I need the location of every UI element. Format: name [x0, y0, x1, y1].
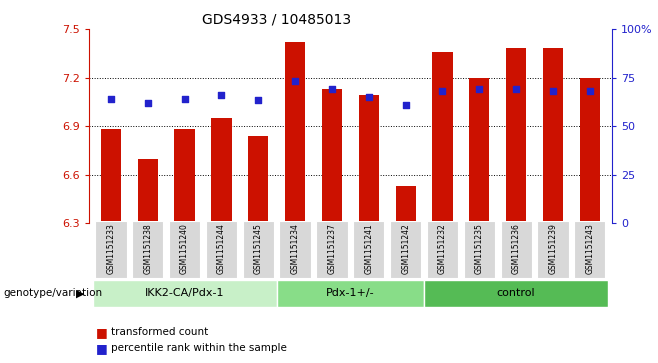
FancyBboxPatch shape: [464, 221, 495, 278]
Text: control: control: [497, 288, 536, 298]
Bar: [506, 49, 526, 223]
Bar: [580, 78, 600, 223]
FancyBboxPatch shape: [501, 221, 532, 278]
Text: GSM1151234: GSM1151234: [291, 223, 299, 274]
Text: GSM1151243: GSM1151243: [586, 223, 594, 274]
FancyBboxPatch shape: [538, 221, 569, 278]
Bar: [322, 89, 342, 223]
Text: GSM1151235: GSM1151235: [475, 223, 484, 274]
FancyBboxPatch shape: [93, 280, 277, 307]
Point: [180, 96, 190, 102]
FancyBboxPatch shape: [424, 280, 608, 307]
Point: [216, 93, 227, 98]
Text: GSM1151242: GSM1151242: [401, 223, 410, 274]
Point: [547, 87, 558, 93]
Text: ■: ■: [95, 326, 107, 339]
Point: [400, 102, 411, 108]
Text: GSM1151233: GSM1151233: [107, 223, 115, 274]
FancyBboxPatch shape: [316, 221, 347, 278]
Point: [584, 87, 595, 93]
FancyBboxPatch shape: [169, 221, 200, 278]
Text: GDS4933 / 10485013: GDS4933 / 10485013: [202, 13, 351, 27]
Text: IKK2-CA/Pdx-1: IKK2-CA/Pdx-1: [145, 288, 224, 298]
Bar: [174, 129, 195, 223]
FancyBboxPatch shape: [132, 221, 163, 278]
Bar: [359, 95, 379, 223]
Point: [253, 97, 264, 103]
Text: ■: ■: [95, 342, 107, 355]
Bar: [432, 52, 453, 223]
Text: GSM1151239: GSM1151239: [549, 223, 557, 274]
Text: GSM1151240: GSM1151240: [180, 223, 189, 274]
Point: [363, 94, 374, 100]
Bar: [138, 159, 158, 223]
Point: [106, 96, 116, 102]
Bar: [543, 49, 563, 223]
Text: GSM1151244: GSM1151244: [217, 223, 226, 274]
Point: [437, 87, 447, 93]
Text: transformed count: transformed count: [111, 327, 208, 337]
Point: [511, 86, 521, 92]
Text: GSM1151241: GSM1151241: [365, 223, 373, 274]
Text: GSM1151232: GSM1151232: [438, 223, 447, 274]
FancyBboxPatch shape: [390, 221, 421, 278]
FancyBboxPatch shape: [206, 221, 237, 278]
FancyBboxPatch shape: [427, 221, 458, 278]
Point: [290, 78, 301, 84]
FancyBboxPatch shape: [95, 221, 126, 278]
Text: genotype/variation: genotype/variation: [3, 288, 103, 298]
Bar: [395, 186, 416, 223]
Text: GSM1151245: GSM1151245: [254, 223, 263, 274]
Text: GSM1151237: GSM1151237: [328, 223, 336, 274]
FancyBboxPatch shape: [574, 221, 605, 278]
FancyBboxPatch shape: [353, 221, 384, 278]
Point: [327, 86, 338, 92]
Bar: [101, 129, 121, 223]
Point: [143, 101, 153, 106]
FancyBboxPatch shape: [280, 221, 311, 278]
Point: [474, 86, 484, 92]
Bar: [248, 136, 268, 223]
Bar: [469, 78, 490, 223]
FancyBboxPatch shape: [277, 280, 424, 307]
Bar: [211, 118, 232, 223]
Text: Pdx-1+/-: Pdx-1+/-: [326, 288, 374, 298]
FancyBboxPatch shape: [243, 221, 274, 278]
Text: ▶: ▶: [76, 288, 84, 298]
Text: percentile rank within the sample: percentile rank within the sample: [111, 343, 286, 354]
Text: GSM1151236: GSM1151236: [512, 223, 520, 274]
Bar: [285, 42, 305, 223]
Text: GSM1151238: GSM1151238: [143, 223, 152, 274]
